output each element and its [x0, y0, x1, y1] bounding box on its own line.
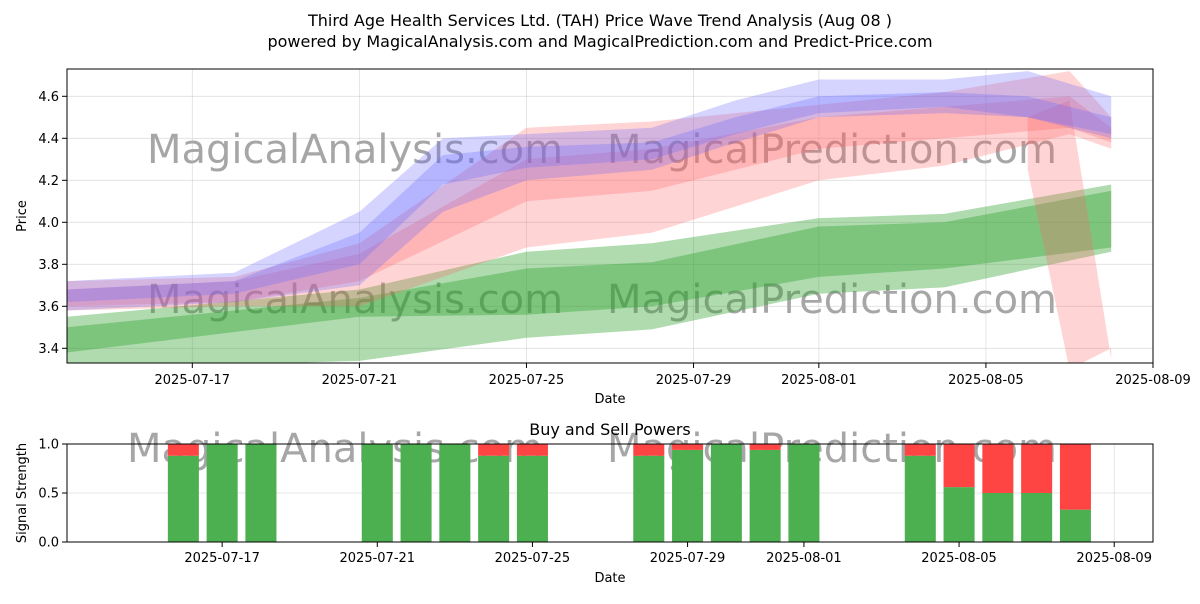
signal-panel-title: Buy and Sell Powers: [529, 420, 691, 439]
y-tick-label: 1.0: [38, 438, 59, 453]
sell-bar: [982, 444, 1014, 493]
buy-bar: [749, 449, 781, 542]
buy-bar: [167, 455, 199, 542]
x-tick-label: 2025-07-17: [184, 551, 260, 566]
sell-bar: [167, 444, 199, 456]
sell-bar: [943, 444, 975, 488]
watermark-prediction: MagicalPrediction.com: [607, 277, 1057, 323]
y-tick-label: 0.5: [38, 487, 59, 502]
x-tick-label: 2025-08-05: [948, 373, 1024, 388]
chart-title: Third Age Health Services Ltd. (TAH) Pri…: [307, 11, 892, 30]
trend-band-2-0: [67, 71, 1112, 311]
trend-band-1-1: [67, 96, 1112, 307]
buy-bar: [361, 444, 393, 542]
buy-bar: [982, 493, 1014, 542]
buy-bar: [710, 444, 742, 542]
price-axes-frame: [66, 68, 1154, 364]
x-axis-label: Date: [594, 392, 625, 407]
trend-band-0-0: [67, 184, 1112, 363]
band-layer: [67, 71, 1112, 363]
buy-bar: [516, 455, 548, 542]
x-tick-label: 2025-07-25: [495, 551, 571, 566]
buy-bar: [439, 444, 471, 542]
buy-bar: [478, 455, 510, 542]
y-axis-label: Price: [15, 200, 30, 232]
trend-band-0-1: [67, 190, 1112, 353]
buy-bar: [400, 444, 432, 542]
buy-bar: [672, 449, 704, 542]
x-tick-label: 2025-07-21: [322, 373, 398, 388]
buy-bar: [245, 444, 277, 542]
x-tick-label: 2025-08-09: [1115, 373, 1191, 388]
x-tick-label: 2025-08-01: [766, 551, 842, 566]
x-tick-label: 2025-07-25: [489, 373, 565, 388]
sell-bar: [904, 444, 936, 456]
y-tick-label: 4.6: [38, 90, 59, 105]
watermark-analysis: MagicalAnalysis.com: [147, 127, 563, 173]
sell-bar: [516, 444, 548, 456]
x-tick-label: 2025-07-29: [656, 373, 732, 388]
y-tick-label: 0.0: [38, 536, 59, 551]
buy-bar: [633, 455, 665, 542]
y-tick-label: 3.6: [38, 300, 59, 315]
sell-bar: [478, 444, 510, 456]
trend-band-1-0: [67, 71, 1112, 311]
buy-bar: [1021, 493, 1053, 542]
x-axis-label: Date: [594, 571, 625, 586]
trend-band-2-1: [67, 92, 1112, 303]
x-tick-label: 2025-07-29: [650, 551, 726, 566]
price-panel: MagicalAnalysis.com MagicalAnalysis.com Ma…: [15, 68, 1191, 407]
trend-band-1-2: [1027, 100, 1112, 363]
sell-bar: [1021, 444, 1053, 493]
x-tick-label: 2025-08-01: [781, 373, 857, 388]
buy-bar: [943, 487, 975, 542]
watermark-prediction: MagicalPrediction.com: [607, 127, 1057, 173]
x-tick-label: 2025-07-17: [155, 373, 231, 388]
sell-bar: [672, 444, 704, 450]
sell-bar: [749, 444, 781, 450]
y-tick-label: 3.8: [38, 258, 59, 273]
signal-panel: MagicalAnalysis.com MagicalPrediction.com…: [15, 420, 1154, 586]
buy-bar: [1059, 509, 1091, 542]
y-tick-label: 4.0: [38, 216, 59, 231]
y-tick-label: 4.2: [38, 174, 59, 189]
y-tick-label: 3.4: [38, 342, 59, 357]
x-tick-label: 2025-07-21: [340, 551, 416, 566]
sell-bar: [1059, 444, 1091, 510]
buy-bar: [206, 444, 238, 542]
y-axis-label: Signal Strength: [15, 443, 30, 543]
x-tick-label: 2025-08-09: [1076, 551, 1152, 566]
chart-subtitle: powered by MagicalAnalysis.com and Magic…: [267, 32, 932, 51]
watermark-analysis: MagicalAnalysis.com: [147, 277, 563, 323]
x-tick-label: 2025-08-05: [921, 551, 997, 566]
buy-bar: [904, 455, 936, 542]
buy-bar: [788, 444, 820, 542]
sell-bar: [633, 444, 665, 456]
y-tick-label: 4.4: [38, 132, 59, 147]
